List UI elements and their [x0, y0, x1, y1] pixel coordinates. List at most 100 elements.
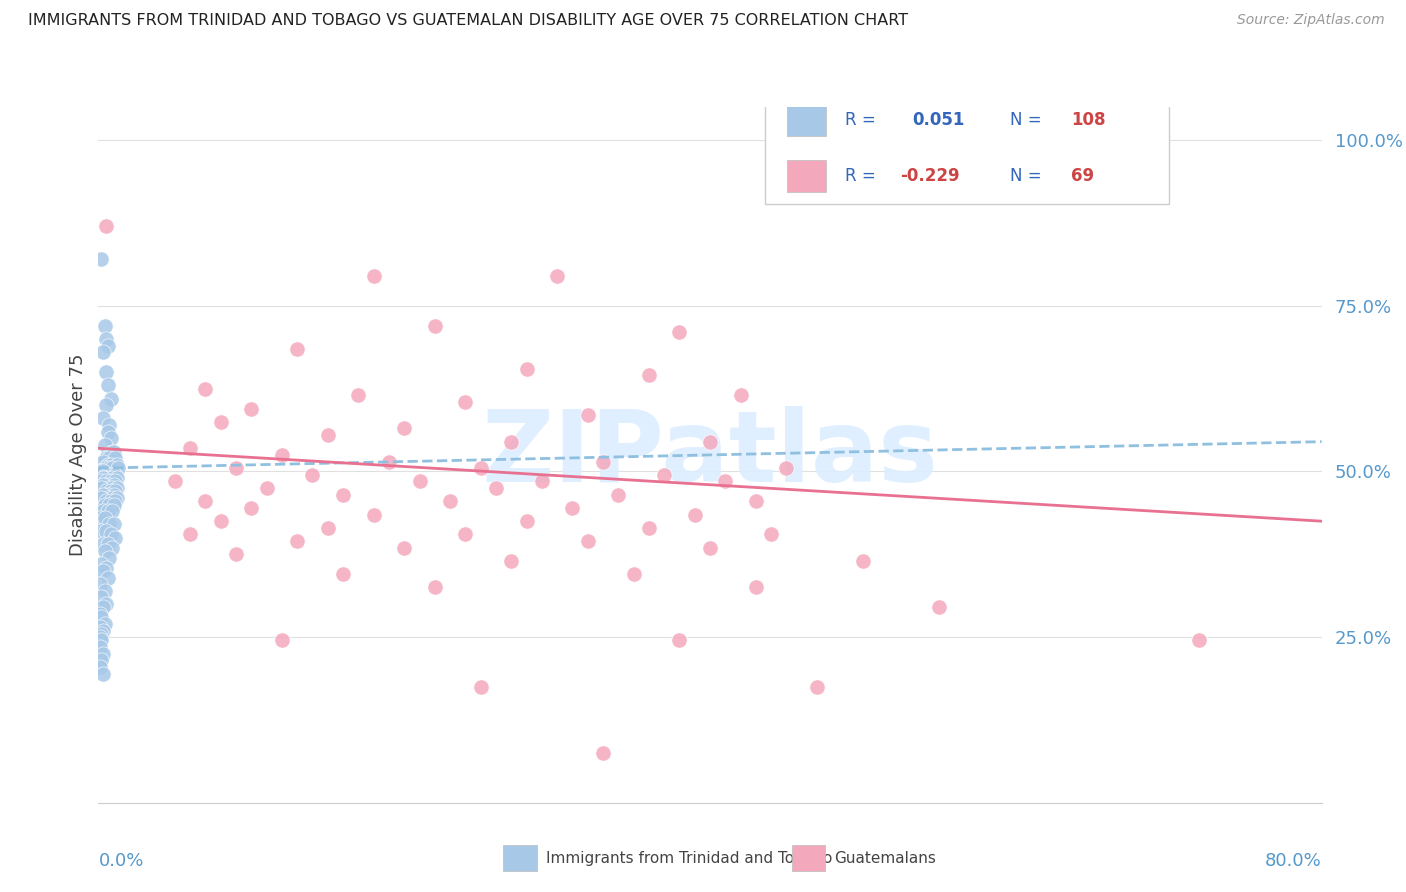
Point [668, 633, 690, 648]
Point [90, 524, 112, 538]
Point [454, 527, 477, 541]
Point [90, 633, 112, 648]
Point [89, 620, 111, 634]
Point [408, 475, 430, 489]
Point [392, 421, 416, 435]
Point [240, 401, 263, 416]
Point [561, 500, 583, 515]
Point [637, 368, 661, 383]
Text: R =: R = [845, 167, 876, 185]
Point [530, 475, 553, 489]
Point [392, 541, 416, 555]
Point [501, 434, 523, 449]
Point [100, 475, 122, 489]
Text: Immigrants from Trinidad and Tobago: Immigrants from Trinidad and Tobago [546, 851, 832, 865]
Point [576, 408, 599, 422]
Point [97, 458, 120, 472]
Point [194, 382, 217, 396]
Point [97, 425, 120, 439]
Point [105, 471, 128, 485]
Point [91, 454, 114, 468]
Point [89, 660, 111, 674]
Text: N =: N = [1010, 112, 1042, 129]
Point [101, 471, 124, 485]
Point [91, 488, 114, 502]
Point [93, 488, 115, 502]
Point [107, 461, 129, 475]
Point [94, 451, 117, 466]
Point [347, 388, 370, 402]
FancyBboxPatch shape [787, 104, 827, 136]
Point [209, 415, 232, 429]
Point [94, 332, 117, 346]
Point [332, 488, 354, 502]
Point [103, 477, 125, 491]
Point [93, 461, 115, 475]
Point [90, 558, 112, 572]
Point [93, 477, 115, 491]
Point [97, 537, 120, 551]
Point [163, 475, 186, 489]
Point [607, 488, 630, 502]
Point [100, 458, 122, 472]
Point [470, 680, 492, 694]
Text: Source: ZipAtlas.com: Source: ZipAtlas.com [1237, 13, 1385, 28]
Text: R =: R = [845, 112, 876, 129]
Point [93, 471, 115, 485]
Point [576, 534, 599, 549]
Point [1188, 633, 1211, 648]
Point [516, 514, 538, 528]
Point [439, 494, 461, 508]
Point [98, 550, 121, 565]
Point [93, 511, 115, 525]
Text: -0.229: -0.229 [900, 167, 959, 185]
Point [94, 597, 117, 611]
Point [194, 494, 217, 508]
Point [759, 527, 782, 541]
Point [100, 484, 122, 499]
Point [89, 630, 111, 644]
Point [91, 647, 114, 661]
Point [93, 318, 115, 333]
Point [470, 461, 492, 475]
Point [270, 633, 292, 648]
Point [90, 591, 112, 605]
Point [93, 498, 115, 512]
Point [98, 418, 121, 433]
Point [103, 444, 125, 458]
Point [775, 461, 797, 475]
Point [103, 498, 125, 512]
Point [501, 554, 523, 568]
Point [209, 514, 232, 528]
Point [668, 326, 690, 340]
Point [179, 527, 201, 541]
Point [485, 481, 508, 495]
Point [623, 567, 645, 582]
Point [745, 581, 768, 595]
Point [316, 428, 339, 442]
Point [423, 318, 446, 333]
Point [98, 517, 121, 532]
Point [100, 494, 122, 508]
Point [332, 567, 354, 582]
Point [423, 581, 446, 595]
Point [98, 477, 121, 491]
Point [101, 481, 124, 495]
Point [928, 600, 950, 615]
Point [93, 544, 115, 558]
Point [94, 219, 117, 234]
Point [98, 451, 121, 466]
Point [98, 488, 121, 502]
Text: Guatemalans: Guatemalans [834, 851, 935, 865]
Point [730, 388, 752, 402]
Point [101, 541, 124, 555]
Point [89, 465, 111, 479]
Point [91, 477, 114, 491]
Point [104, 531, 127, 545]
Point [256, 481, 278, 495]
Point [93, 616, 115, 631]
FancyBboxPatch shape [765, 103, 1168, 204]
Point [90, 653, 112, 667]
Point [516, 361, 538, 376]
Text: 69: 69 [1071, 167, 1094, 185]
